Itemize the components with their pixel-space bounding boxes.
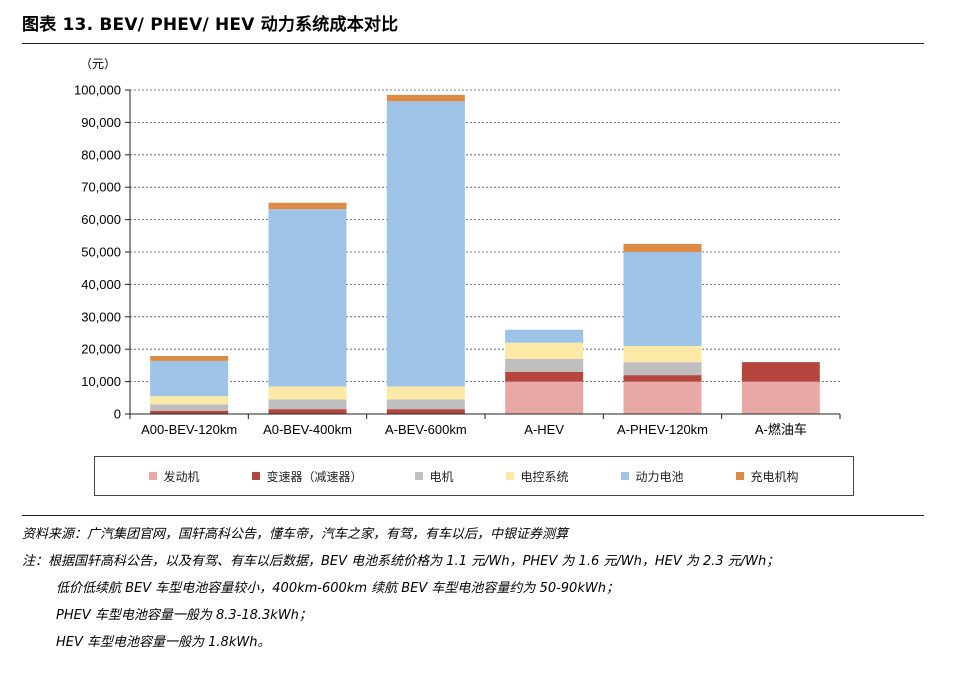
y-tick-label: 20,000 [81, 342, 121, 357]
x-tick-label: A0-BEV-400km [263, 422, 352, 437]
source-note: 资料来源：广汽集团官网，国轩高科公告，懂车帝，汽车之家，有驾，有车以后，中银证券… [22, 527, 569, 542]
bar-segment [150, 356, 229, 361]
legend-swatch [252, 472, 261, 480]
notes-block: 资料来源：广汽集团官网，国轩高科公告，懂车帝，汽车之家，有驾，有车以后，中银证券… [22, 521, 937, 656]
y-tick-label: 30,000 [81, 309, 121, 324]
y-unit-label: （元） [80, 57, 116, 71]
y-tick-label: 40,000 [81, 277, 121, 292]
note-line-2: 低价低续航 BEV 车型电池容量较小，400km-600km 续航 BEV 车型… [56, 581, 619, 596]
bar-segment [268, 399, 347, 410]
legend-item: 充电机构 [736, 468, 799, 485]
legend-item: 发动机 [149, 468, 200, 485]
bar-segment [386, 101, 465, 387]
bar-segment [623, 381, 702, 414]
note-line-1: 注：根据国轩高科公告，以及有驾、有车以后数据，BEV 电池系统价格为 1.1 元… [22, 554, 780, 569]
title-rule [22, 43, 924, 44]
legend-item: 动力电池 [621, 468, 684, 485]
bar-segment [623, 252, 702, 346]
stacked-bar-chart: （元） 0 10,000 20,000 30,000 40,000 50,000 60,00… [74, 57, 841, 437]
legend-label: 充电机构 [750, 469, 799, 484]
legend-item: 电机 [415, 468, 454, 485]
bar-segment [268, 209, 347, 387]
legend-label: 动力电池 [635, 469, 684, 484]
bar-segment [150, 404, 229, 411]
chart-legend: 发动机 变速器（减速器） 电机 电控系统 动力电池 充电机构 [94, 456, 854, 496]
bar-segment [505, 329, 584, 343]
bar-segment [505, 358, 584, 372]
bar-segment [150, 360, 229, 397]
x-tick-label: A-BEV-600km [385, 422, 467, 437]
legend-swatch [149, 472, 158, 480]
bar-segment [150, 396, 229, 405]
y-tick-label: 50,000 [81, 245, 121, 260]
y-tick-label: 70,000 [81, 180, 121, 195]
bar-segment [386, 94, 465, 102]
bar-segment [505, 371, 584, 382]
bar-segment [268, 386, 347, 400]
legend-swatch [415, 472, 424, 480]
x-tick-label: A00-BEV-120km [141, 422, 237, 437]
bar-segment [386, 399, 465, 410]
bar-segment [268, 202, 347, 210]
bar-segment [150, 410, 229, 414]
bar-segment [505, 381, 584, 414]
legend-label: 电控系统 [520, 469, 569, 484]
bar-segment [623, 243, 702, 252]
y-tick-label: 10,000 [81, 374, 121, 389]
bar-segment [505, 342, 584, 359]
bars [150, 94, 820, 414]
x-tick-label: A-HEV [524, 422, 564, 437]
y-tick-label: 90,000 [81, 115, 121, 130]
legend-label: 电机 [429, 469, 454, 484]
y-tick-label: 100,000 [74, 83, 121, 98]
note-line-3: PHEV 车型电池容量一般为 8.3-18.3kWh； [56, 608, 312, 623]
footer-rule [22, 515, 924, 516]
bar-segment [741, 381, 820, 414]
bar-segment [386, 409, 465, 414]
legend-swatch [736, 472, 745, 480]
legend-item: 电控系统 [506, 468, 569, 485]
legend-label: 发动机 [163, 469, 200, 484]
bar-segment [623, 362, 702, 376]
bar-segment [741, 362, 820, 382]
legend-item: 变速器（减速器） [252, 468, 363, 485]
y-tick-label: 60,000 [81, 212, 121, 227]
bar-segment [386, 386, 465, 400]
note-line-4: HEV 车型电池容量一般为 1.8kWh。 [56, 635, 271, 650]
bar-segment [268, 409, 347, 414]
bar-segment [623, 345, 702, 363]
legend-swatch [506, 472, 515, 480]
y-tick-label: 0 [114, 407, 121, 422]
legend-label: 变速器（减速器） [266, 469, 363, 484]
y-tick-label: 80,000 [81, 147, 121, 162]
x-tick-label: A-PHEV-120km [617, 422, 708, 437]
bar-segment [623, 375, 702, 382]
x-tick-label: A-燃油车 [755, 422, 807, 437]
gridlines [130, 89, 840, 383]
legend-swatch [621, 472, 630, 480]
axes: 0 10,000 20,000 30,000 40,000 50,000 60,000 70,… [74, 83, 841, 437]
figure-title: 图表 13. BEV/ PHEV/ HEV 动力系统成本对比 [22, 15, 399, 35]
